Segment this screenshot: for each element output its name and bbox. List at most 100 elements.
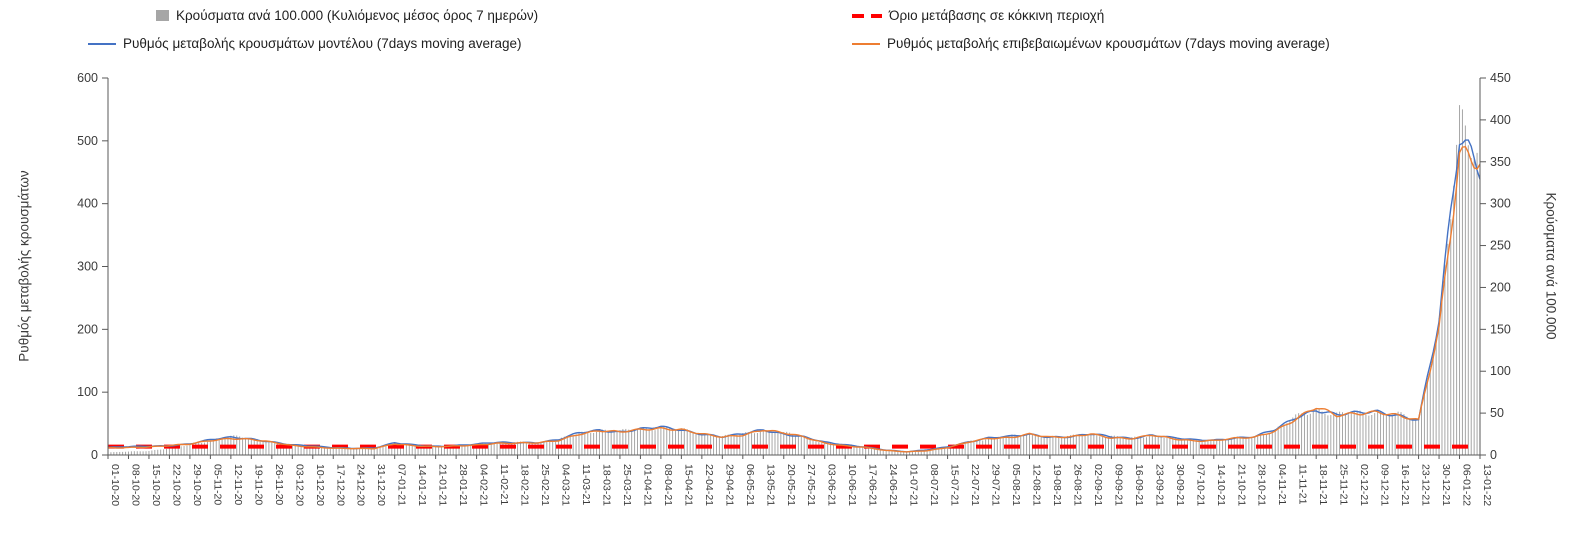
svg-text:14-10-21: 14-10-21	[1215, 464, 1227, 506]
svg-text:01-10-20: 01-10-20	[109, 464, 121, 506]
svg-text:12-11-20: 12-11-20	[232, 464, 244, 505]
svg-text:03-12-20: 03-12-20	[293, 464, 305, 506]
model-line-series	[107, 139, 1481, 453]
svg-text:09-12-21: 09-12-21	[1379, 464, 1391, 506]
svg-text:11-03-21: 11-03-21	[580, 464, 592, 505]
svg-text:28-10-21: 28-10-21	[1256, 464, 1268, 506]
red-dashed-line-swatch-icon	[852, 13, 882, 18]
bars-series	[107, 105, 1481, 455]
svg-text:25-03-21: 25-03-21	[621, 464, 633, 506]
svg-text:18-02-21: 18-02-21	[519, 464, 531, 506]
svg-text:07-01-21: 07-01-21	[396, 464, 408, 506]
svg-text:11-11-21: 11-11-21	[1297, 464, 1309, 505]
svg-text:01-04-21: 01-04-21	[641, 464, 653, 506]
svg-text:100: 100	[1490, 364, 1511, 378]
svg-text:0: 0	[1490, 448, 1497, 462]
blue-line-swatch-icon	[88, 42, 116, 45]
legend-label-threshold: Όριο μετάβασης σε κόκκινη περιοχή	[889, 8, 1105, 23]
legend-item-cases-bar: Κρούσματα ανά 100.000 (Κυλιόμενος μέσος …	[156, 8, 538, 23]
svg-text:02-09-21: 02-09-21	[1092, 464, 1104, 506]
svg-text:08-10-20: 08-10-20	[129, 464, 141, 506]
svg-text:07-10-21: 07-10-21	[1194, 464, 1206, 506]
svg-text:16-09-21: 16-09-21	[1133, 464, 1145, 506]
svg-text:22-04-21: 22-04-21	[703, 464, 715, 506]
svg-text:400: 400	[77, 197, 98, 211]
svg-text:29-07-21: 29-07-21	[990, 464, 1002, 506]
svg-text:26-11-20: 26-11-20	[273, 464, 285, 505]
svg-text:15-10-20: 15-10-20	[150, 464, 162, 506]
svg-text:01-07-21: 01-07-21	[908, 464, 920, 506]
svg-text:13-05-21: 13-05-21	[764, 464, 776, 506]
svg-text:25-11-21: 25-11-21	[1338, 464, 1350, 505]
svg-text:300: 300	[1490, 197, 1511, 211]
svg-text:20-05-21: 20-05-21	[785, 464, 797, 506]
svg-text:450: 450	[1490, 71, 1511, 85]
svg-text:17-06-21: 17-06-21	[867, 464, 879, 506]
svg-text:29-04-21: 29-04-21	[723, 464, 735, 506]
svg-text:18-03-21: 18-03-21	[600, 464, 612, 506]
svg-text:0: 0	[91, 448, 98, 462]
svg-text:04-02-21: 04-02-21	[478, 464, 490, 506]
svg-text:09-09-21: 09-09-21	[1112, 464, 1124, 506]
orange-line-swatch-icon	[852, 42, 880, 45]
svg-text:23-09-21: 23-09-21	[1153, 464, 1165, 506]
svg-text:200: 200	[77, 322, 98, 336]
svg-text:06-05-21: 06-05-21	[744, 464, 756, 506]
svg-text:28-01-21: 28-01-21	[457, 464, 469, 506]
svg-text:150: 150	[1490, 322, 1511, 336]
svg-text:500: 500	[77, 134, 98, 148]
legend-item-model-line: Ρυθμός μεταβολής κρουσμάτων μοντέλου (7d…	[88, 36, 522, 51]
svg-text:18-11-21: 18-11-21	[1317, 464, 1329, 505]
svg-text:05-11-20: 05-11-20	[211, 464, 223, 505]
svg-text:12-08-21: 12-08-21	[1030, 464, 1042, 506]
svg-text:300: 300	[77, 260, 98, 274]
svg-text:04-11-21: 04-11-21	[1276, 464, 1288, 505]
x-axis-labels: 01-10-20 08-10-20 15-10-20 22-10-20 29-10-20…	[107, 455, 1493, 506]
svg-text:29-10-20: 29-10-20	[191, 464, 203, 506]
svg-text:24-12-20: 24-12-20	[355, 464, 367, 506]
legend-item-confirmed-line: Ρυθμός μεταβολής επιβεβαιωμένων κρουσμάτ…	[852, 36, 1330, 51]
svg-text:27-05-21: 27-05-21	[805, 464, 817, 506]
svg-text:25-02-21: 25-02-21	[539, 464, 551, 506]
svg-text:22-10-20: 22-10-20	[170, 464, 182, 506]
legend-label-cases-bar: Κρούσματα ανά 100.000 (Κυλιόμενος μέσος …	[176, 8, 539, 23]
svg-text:16-12-21: 16-12-21	[1399, 464, 1411, 506]
svg-text:200: 200	[1490, 280, 1511, 294]
svg-text:26-08-21: 26-08-21	[1071, 464, 1083, 506]
legend-item-threshold: Όριο μετάβασης σε κόκκινη περιοχή	[852, 8, 1104, 23]
svg-text:250: 250	[1490, 239, 1511, 253]
svg-text:10-12-20: 10-12-20	[314, 464, 326, 506]
svg-text:23-12-21: 23-12-21	[1420, 464, 1432, 506]
svg-text:19-08-21: 19-08-21	[1051, 464, 1063, 506]
svg-text:31-12-20: 31-12-20	[375, 464, 387, 506]
svg-text:17-12-20: 17-12-20	[334, 464, 346, 506]
svg-text:350: 350	[1490, 155, 1511, 169]
svg-text:50: 50	[1490, 406, 1504, 420]
svg-text:400: 400	[1490, 113, 1511, 127]
svg-text:21-01-21: 21-01-21	[437, 464, 449, 506]
svg-text:600: 600	[77, 71, 98, 85]
svg-text:06-01-22: 06-01-22	[1461, 464, 1473, 506]
svg-text:14-01-21: 14-01-21	[416, 464, 428, 506]
svg-text:24-06-21: 24-06-21	[887, 464, 899, 506]
axes: 0 100 200 300 400 500 600 0 50 100 150 200 250 300 350…	[77, 71, 1511, 462]
gray-bar-swatch-icon	[156, 10, 169, 21]
svg-text:13-01-22: 13-01-22	[1481, 464, 1493, 506]
legend-label-confirmed-line: Ρυθμός μεταβολής επιβεβαιωμένων κρουσμάτ…	[887, 36, 1330, 51]
svg-text:04-03-21: 04-03-21	[560, 464, 572, 506]
svg-text:11-02-21: 11-02-21	[498, 464, 510, 505]
svg-text:21-10-21: 21-10-21	[1235, 464, 1247, 506]
svg-text:10-06-21: 10-06-21	[846, 464, 858, 506]
svg-text:22-07-21: 22-07-21	[969, 464, 981, 506]
svg-text:15-07-21: 15-07-21	[949, 464, 961, 506]
svg-text:08-07-21: 08-07-21	[928, 464, 940, 506]
svg-text:100: 100	[77, 385, 98, 399]
confirmed-line-series	[108, 145, 1481, 453]
svg-text:30-12-21: 30-12-21	[1440, 464, 1452, 506]
svg-text:02-12-21: 02-12-21	[1358, 464, 1370, 506]
svg-text:08-04-21: 08-04-21	[662, 464, 674, 506]
legend-label-model-line: Ρυθμός μεταβολής κρουσμάτων μοντέλου (7d…	[123, 36, 522, 51]
svg-text:19-11-20: 19-11-20	[252, 464, 264, 505]
